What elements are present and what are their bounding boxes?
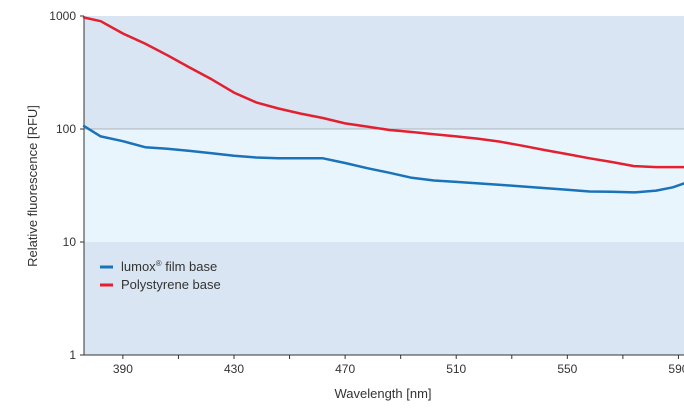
series-line-lumox — [82, 124, 684, 194]
x-tick-label: 470 — [335, 362, 355, 376]
x-tick-label: 550 — [557, 362, 577, 376]
y-tick-label: 10 — [63, 235, 77, 249]
legend-label-polystyrene: Polystyrene base — [121, 277, 221, 292]
y-tick-label: 100 — [56, 122, 76, 136]
series-line-polystyrene — [82, 16, 684, 169]
legend: lumox® film base Polystyrene base — [100, 259, 221, 292]
x-tick-label: 590 — [668, 362, 684, 376]
series-lines — [82, 16, 684, 194]
y-axis-label: Relative fluorescence [RFU] — [25, 105, 40, 267]
x-axis-ticks: 390 430 470 510 550 590 — [113, 355, 684, 376]
background-bands — [84, 16, 684, 355]
x-tick-label: 510 — [446, 362, 466, 376]
y-tick-label: 1000 — [49, 9, 76, 23]
x-axis-label: Wavelength [nm] — [334, 386, 431, 401]
axes — [83, 16, 684, 356]
y-tick-label: 1 — [69, 348, 76, 362]
x-tick-label: 430 — [224, 362, 244, 376]
legend-label-lumox: lumox® film base — [121, 259, 217, 274]
highlight-band — [84, 129, 684, 242]
y-axis-ticks: 1 10 100 1000 — [49, 9, 84, 362]
x-tick-label: 390 — [113, 362, 133, 376]
